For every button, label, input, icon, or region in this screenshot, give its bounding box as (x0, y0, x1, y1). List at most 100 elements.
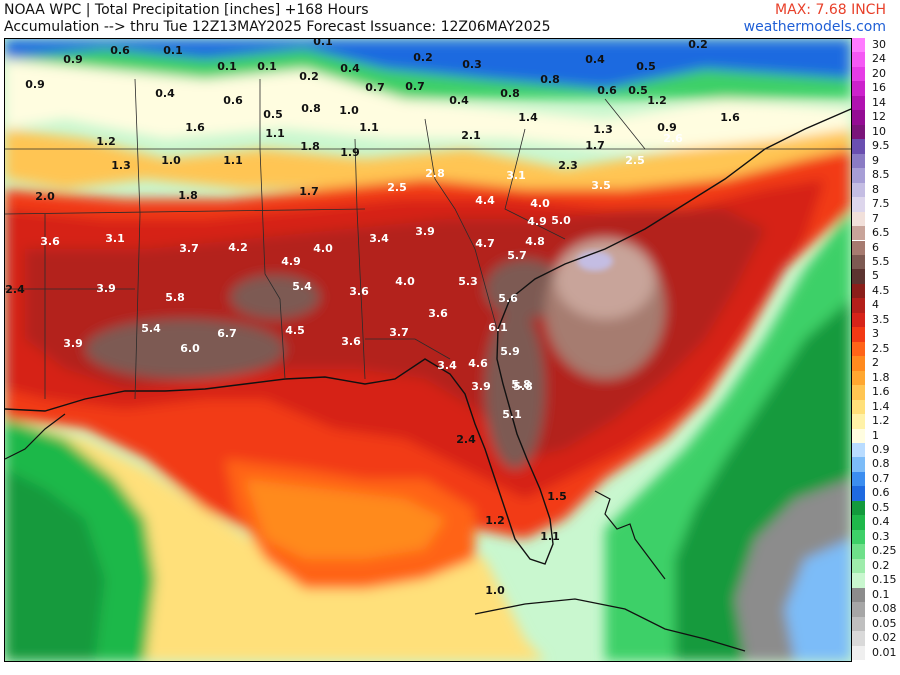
legend-entry: 0.25 (852, 544, 900, 559)
map-value-label: 3.7 (179, 242, 199, 255)
map-value-label: 4.8 (525, 235, 545, 248)
map-value-label: 0.7 (405, 80, 425, 93)
map-value-label: 4.7 (475, 237, 495, 250)
legend-entry: 1.2 (852, 414, 900, 429)
legend-swatch (852, 66, 865, 82)
map-value-label: 5.0 (551, 214, 571, 227)
legend-swatch (852, 182, 865, 198)
legend-entry: 7.5 (852, 197, 900, 212)
map-value-label: 1.1 (223, 154, 243, 167)
legend-swatch (852, 443, 865, 458)
map-value-label: 5.7 (507, 249, 527, 262)
legend-entry: 5.5 (852, 254, 900, 270)
legend-swatch (852, 645, 865, 660)
legend-label: 5.5 (872, 254, 890, 268)
legend-entry: 30 (852, 38, 900, 53)
map-value-label: 1.1 (540, 530, 560, 543)
legend-label: 0.25 (872, 544, 897, 558)
map-value-label: 1.1 (359, 121, 379, 134)
legend-label: 0.05 (872, 616, 897, 630)
texas-coast (5, 413, 66, 460)
legend-label: 2 (872, 356, 879, 370)
max-core (577, 251, 613, 271)
map-value-label: 1.3 (593, 123, 613, 136)
legend-label: 3 (872, 327, 879, 341)
map-value-label: 2.6 (663, 132, 683, 145)
legend-label: 3.5 (872, 312, 890, 326)
map-value-label: 3.9 (415, 225, 435, 238)
legend-swatch (852, 81, 865, 96)
legend-swatch (852, 414, 865, 429)
legend-entry: 2.5 (852, 341, 900, 357)
legend-label: 5 (872, 269, 879, 283)
legend-swatch (852, 385, 865, 400)
map-value-label: 5.8 (165, 291, 185, 304)
map-value-label: 4.2 (228, 241, 248, 254)
map-value-label: 0.8 (301, 102, 321, 115)
legend-entry: 3 (852, 327, 900, 342)
legend-label: 1 (872, 428, 879, 442)
legend-label: 1.4 (872, 399, 890, 413)
map-value-label: 0.4 (340, 62, 360, 75)
precip-field (5, 39, 851, 661)
map-value-label: 0.2 (413, 51, 433, 64)
legend-entry: 1.6 (852, 385, 900, 400)
map-value-label: 0.7 (365, 81, 385, 94)
legend-entry: 3.5 (852, 312, 900, 328)
legend-entry: 12 (852, 110, 900, 125)
legend-swatch (852, 558, 865, 574)
map-value-label: 0.1 (257, 60, 277, 73)
map-value-label: 0.1 (313, 39, 333, 48)
legend-entry: 24 (852, 52, 900, 67)
map-value-label: 0.6 (597, 84, 617, 97)
legend-label: 1.8 (872, 370, 890, 384)
legend-swatch (852, 240, 865, 255)
map-value-label: 4.0 (313, 242, 333, 255)
legend-swatch (852, 269, 865, 284)
map-value-label: 5.9 (500, 345, 520, 358)
map-value-label: 3.6 (40, 235, 60, 248)
legend-entry: 1.4 (852, 399, 900, 415)
legend-swatch (852, 226, 865, 241)
legend-swatch (852, 52, 865, 67)
legend-swatch (852, 500, 865, 516)
map-value-label: 1.0 (339, 104, 359, 117)
header-right: MAX: 7.68 INCH weathermodels.com (744, 2, 886, 36)
map-value-label: 0.3 (462, 58, 482, 71)
legend-label: 0.7 (872, 471, 890, 485)
legend-label: 30 (872, 38, 886, 51)
legend-swatch (852, 457, 865, 472)
map-value-label: 0.9 (657, 121, 677, 134)
map-value-label: 2.3 (558, 159, 578, 172)
legend-swatch (852, 631, 865, 646)
state-borders (5, 78, 851, 400)
legend-entry: 14 (852, 95, 900, 111)
map-value-label: 2.8 (425, 167, 445, 180)
coastline (5, 108, 851, 565)
map-value-label: 1.9 (340, 146, 360, 159)
legend-label: 9 (872, 153, 879, 167)
legend-entry: 9 (852, 153, 900, 169)
legend-label: 0.3 (872, 529, 890, 543)
title-line-1: NOAA WPC | Total Precipitation [inches] … (4, 2, 369, 18)
map-value-label: 4.4 (475, 194, 495, 207)
legend-label: 1.6 (872, 385, 890, 399)
map-value-label: 5.8 (513, 380, 533, 393)
map-value-label: 3.4 (369, 232, 389, 245)
map-value-label: 0.1 (217, 60, 237, 73)
legend-label: 0.08 (872, 602, 897, 616)
map-value-label: 4.0 (395, 275, 415, 288)
legend-swatch (852, 370, 865, 386)
map-value-label: 3.1 (105, 232, 125, 245)
legend-entry: 8.5 (852, 168, 900, 183)
legend-label: 2.5 (872, 341, 890, 355)
precip-map-svg: 0.6 0.1 0.1 0.9 0.1 0.2 0.3 0.4 0.5 0.2 0.9 0.4 0.1 0… (5, 39, 851, 661)
max-value-label: MAX: 7.68 INCH (775, 2, 886, 18)
legend-swatch (852, 616, 865, 632)
legend-entry: 0.1 (852, 587, 900, 603)
site-link[interactable]: weathermodels.com (743, 19, 886, 35)
map-value-label: 4.6 (468, 357, 488, 370)
map-value-label: 0.8 (500, 87, 520, 100)
legend-label: 9.5 (872, 139, 890, 153)
map-value-label: 1.7 (299, 185, 319, 198)
